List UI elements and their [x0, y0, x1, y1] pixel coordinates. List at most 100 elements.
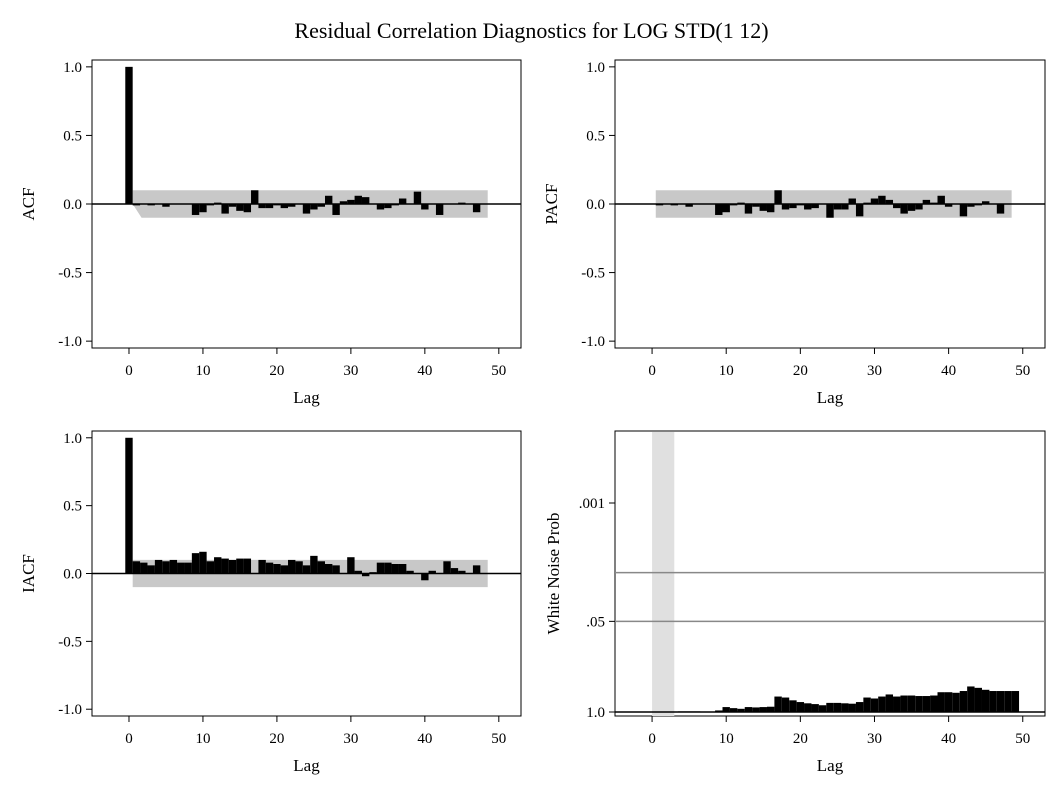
bar: [472, 204, 481, 213]
bar: [737, 708, 745, 712]
bar: [191, 553, 200, 574]
bar: [435, 204, 444, 215]
bar: [391, 564, 399, 574]
bar: [878, 696, 886, 712]
bar: [744, 707, 753, 712]
x-tick-label: 0: [648, 363, 656, 379]
bar: [841, 204, 849, 210]
bar: [347, 557, 355, 574]
x-tick-label: 10: [719, 363, 734, 379]
bar: [339, 201, 348, 204]
bar: [443, 561, 451, 574]
y-tick-label: 1.0: [63, 60, 82, 76]
bar: [406, 570, 414, 574]
bar: [295, 561, 303, 574]
bar: [398, 198, 407, 204]
bar: [258, 559, 266, 574]
x-tick-label: 50: [1015, 363, 1030, 379]
bar: [421, 204, 429, 210]
x-tick-label: 40: [417, 731, 432, 747]
y-axis-label: IACF: [19, 554, 38, 593]
pacf-panel: 0 10 20 30 40 50 Lag 1.0 0.5 0.0 -0.5 -1.0 PACF: [542, 59, 1046, 407]
white-noise-prob-panel: 0 10 20 30 40 50 Lag .001 .05 1.0 White Noise Prob: [544, 430, 1046, 775]
bar: [841, 703, 849, 712]
x-tick-label: 40: [941, 731, 956, 747]
bar: [878, 195, 886, 204]
bar: [952, 692, 960, 712]
x-axis-label: Lag: [817, 388, 844, 407]
bar: [324, 564, 333, 574]
bar: [310, 555, 318, 574]
x-tick-label: 30: [343, 363, 358, 379]
bar: [162, 204, 170, 207]
bar: [774, 696, 782, 712]
bar: [885, 199, 894, 204]
y-tick-label: 1.0: [586, 60, 605, 76]
y-axis-label: ACF: [19, 187, 38, 220]
bar: [317, 561, 325, 574]
y-tick-label: 1.0: [63, 431, 82, 447]
bar: [324, 195, 333, 204]
bar: [974, 687, 982, 712]
x-tick-label: 40: [417, 363, 432, 379]
bar: [833, 702, 842, 712]
bar: [907, 695, 916, 712]
x-axis-label: Lag: [817, 756, 844, 775]
bar: [221, 204, 229, 214]
bar: [125, 66, 133, 204]
bar: [361, 197, 370, 204]
bar: [781, 204, 790, 210]
x-tick-label: 10: [719, 731, 734, 747]
bar: [722, 707, 730, 712]
y-tick-label: 0.5: [63, 499, 82, 515]
y-tick-label: -1.0: [58, 702, 82, 718]
bar: [317, 204, 325, 207]
bar: [310, 204, 318, 210]
bar: [125, 437, 133, 574]
bar: [354, 195, 362, 204]
bar: [288, 559, 296, 574]
x-tick-label: 20: [793, 731, 808, 747]
bar: [804, 204, 812, 210]
x-tick-label: 40: [941, 363, 956, 379]
bar: [885, 694, 894, 712]
bar: [789, 204, 797, 209]
y-tick-label: 0.0: [586, 197, 605, 213]
acf-panel: 0 10 20 30 40 50 Lag 1.0 0.5 0.0 -0.5 -1.0 ACF: [19, 59, 522, 407]
bar: [258, 204, 266, 209]
bar: [140, 562, 148, 574]
bar: [191, 204, 200, 215]
bar: [206, 561, 215, 574]
bar: [959, 204, 968, 217]
bar: [900, 204, 908, 214]
bar: [804, 703, 812, 712]
x-tick-label: 0: [648, 731, 656, 747]
bar: [996, 204, 1005, 214]
bar: [236, 558, 244, 574]
bar: [774, 190, 782, 204]
bar: [811, 704, 819, 712]
y-tick-label: -0.5: [58, 634, 82, 650]
bar: [967, 204, 975, 207]
y-tick-label: 0.0: [63, 567, 82, 583]
bar: [354, 570, 362, 574]
bar: [162, 561, 170, 574]
x-tick-label: 50: [1015, 731, 1030, 747]
bar: [937, 195, 945, 204]
bar: [376, 562, 385, 574]
y-tick-label: -0.5: [58, 266, 82, 282]
x-tick-label: 0: [125, 731, 133, 747]
bar: [384, 562, 392, 574]
bar: [811, 204, 819, 209]
bar: [302, 565, 311, 574]
x-tick-label: 50: [491, 731, 506, 747]
bar: [766, 204, 775, 213]
bar: [981, 689, 990, 712]
bar: [280, 565, 289, 574]
plot-frame: [614, 430, 1046, 717]
x-tick-label: 30: [867, 363, 882, 379]
bar: [870, 698, 879, 712]
bar: [848, 198, 856, 204]
x-tick-label: 20: [269, 363, 284, 379]
bar: [228, 559, 237, 574]
